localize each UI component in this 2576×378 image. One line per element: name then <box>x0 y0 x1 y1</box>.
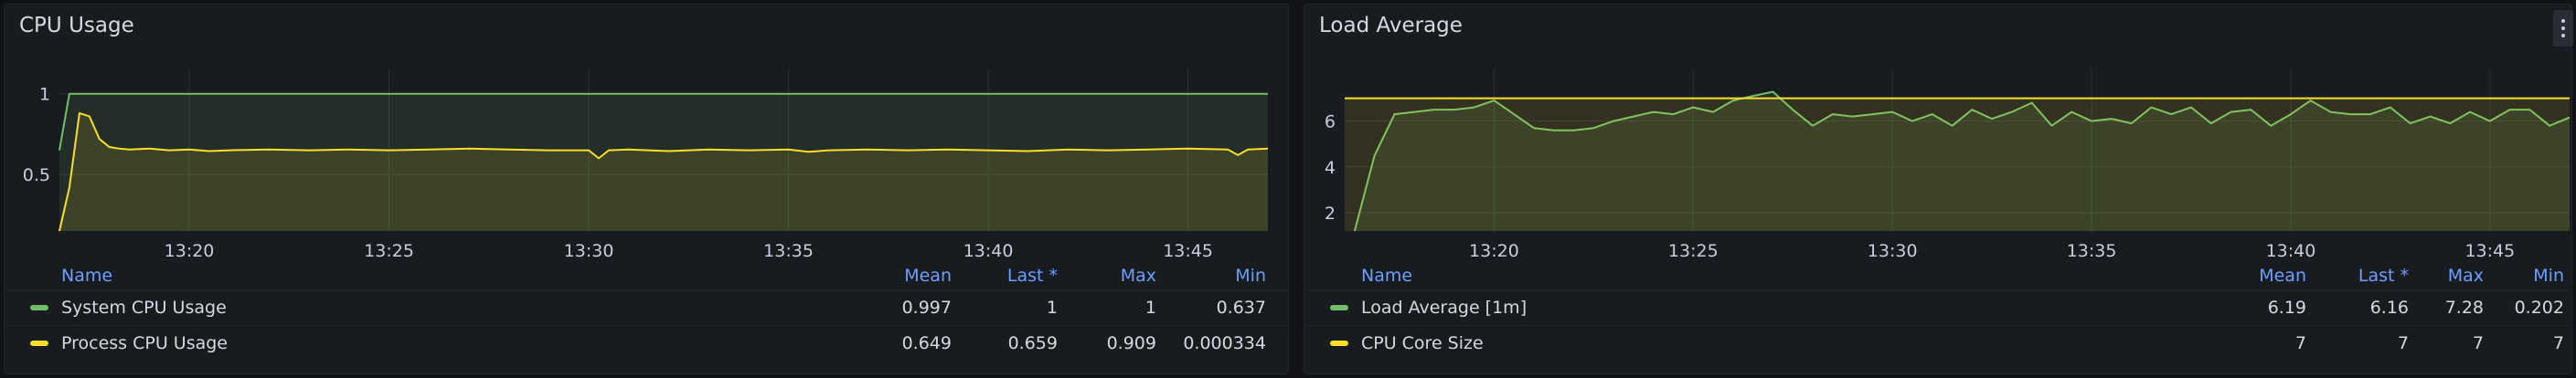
legend-row[interactable]: Load Average [1m] 6.19 6.16 7.28 0.202 <box>1304 289 2571 325</box>
x-tick-label: 13:35 <box>763 241 814 261</box>
column-max[interactable]: Max <box>2447 266 2484 286</box>
value-mean: 0.649 <box>901 333 952 353</box>
value-min: 7 <box>2552 333 2564 353</box>
cpu-usage-panel: CPU Usage 0.5 1 13:20 13:25 13:30 13:35 13:40 1… <box>4 4 1289 374</box>
legend-table: Name Mean Last * Max Min Load Average [1… <box>1304 262 2571 361</box>
column-max[interactable]: Max <box>1120 266 1156 286</box>
column-mean[interactable]: Mean <box>904 266 952 286</box>
x-tick-label: 13:30 <box>564 241 614 261</box>
y-tick-label: 0.5 <box>23 165 50 185</box>
series-line <box>59 111 1269 232</box>
value-max: 0.909 <box>1106 333 1156 353</box>
x-tick-label: 13:40 <box>963 241 1014 261</box>
series-color-swatch[interactable] <box>1330 305 1348 310</box>
x-tick-label: 13:20 <box>165 241 215 261</box>
legend-header: Name Mean Last * Max Min <box>1304 262 2571 289</box>
load-average-chart[interactable]: 2 4 6 13:20 13:25 13:30 13:35 13:40 13:45 <box>1304 5 2573 262</box>
x-tick-label: 13:25 <box>364 241 414 261</box>
value-min: 0.202 <box>2514 298 2564 318</box>
series-color-swatch[interactable] <box>1330 341 1348 346</box>
legend-header: Name Mean Last * Max Min <box>5 262 1288 289</box>
kebab-menu-icon[interactable] <box>2553 10 2573 47</box>
x-tick-label: 13:25 <box>1668 241 1719 261</box>
x-tick-label: 13:20 <box>1469 241 1519 261</box>
y-tick-label: 2 <box>1325 204 1336 224</box>
series-area <box>1345 98 2570 231</box>
value-max: 7.28 <box>2444 298 2484 318</box>
value-last: 0.659 <box>1007 333 1058 353</box>
value-last: 7 <box>2397 333 2409 353</box>
value-min: 0.000334 <box>1183 333 1266 353</box>
value-min: 0.637 <box>1216 298 1266 318</box>
column-last[interactable]: Last * <box>2358 266 2409 286</box>
x-tick-label: 13:45 <box>2464 241 2515 261</box>
value-mean: 7 <box>2294 333 2306 353</box>
value-mean: 6.19 <box>2267 298 2306 318</box>
series-name[interactable]: CPU Core Size <box>1361 333 1484 353</box>
column-min[interactable]: Min <box>1235 266 1266 286</box>
y-tick-label: 4 <box>1325 158 1336 178</box>
y-tick-label: 1 <box>39 85 50 105</box>
legend-row[interactable]: Process CPU Usage 0.649 0.659 0.909 0.00… <box>5 325 1288 361</box>
series-color-swatch[interactable] <box>30 305 48 310</box>
column-last[interactable]: Last * <box>1006 266 1058 286</box>
series-area <box>59 93 1268 231</box>
column-mean[interactable]: Mean <box>2259 266 2306 286</box>
series-line <box>1353 90 2571 232</box>
x-tick-label: 13:30 <box>1868 241 1918 261</box>
legend-table: Name Mean Last * Max Min System CPU Usag… <box>5 262 1288 361</box>
column-name[interactable]: Name <box>61 266 113 286</box>
series-area <box>1354 91 2570 231</box>
x-tick-label: 13:35 <box>2067 241 2117 261</box>
value-mean: 0.997 <box>901 298 952 318</box>
legend-row[interactable]: CPU Core Size 7 7 7 7 <box>1304 325 2571 361</box>
series-name[interactable]: Process CPU Usage <box>61 333 228 353</box>
value-last: 6.16 <box>2369 298 2409 318</box>
load-average-panel: Load Average 2 4 6 13:20 13:25 13:30 13:35 13:4… <box>1304 4 2573 374</box>
y-tick-label: 6 <box>1325 112 1336 132</box>
x-tick-label: 13:45 <box>1163 241 1213 261</box>
series-name[interactable]: System CPU Usage <box>61 298 227 318</box>
value-max: 1 <box>1144 298 1156 318</box>
panel-title[interactable]: Load Average <box>1319 14 1463 37</box>
value-max: 7 <box>2472 333 2484 353</box>
column-min[interactable]: Min <box>2533 266 2564 286</box>
cpu-usage-chart[interactable]: 0.5 1 13:20 13:25 13:30 13:35 13:40 13:45 <box>5 5 1290 262</box>
series-color-swatch[interactable] <box>30 341 48 346</box>
panel-title[interactable]: CPU Usage <box>19 14 134 37</box>
series-area <box>59 112 1268 232</box>
column-name[interactable]: Name <box>1361 266 1413 286</box>
series-line <box>59 92 1268 151</box>
x-tick-label: 13:40 <box>2266 241 2316 261</box>
series-name[interactable]: Load Average [1m] <box>1361 298 1528 318</box>
legend-row[interactable]: System CPU Usage 0.997 1 1 0.637 <box>5 289 1288 325</box>
value-last: 1 <box>1046 298 1058 318</box>
